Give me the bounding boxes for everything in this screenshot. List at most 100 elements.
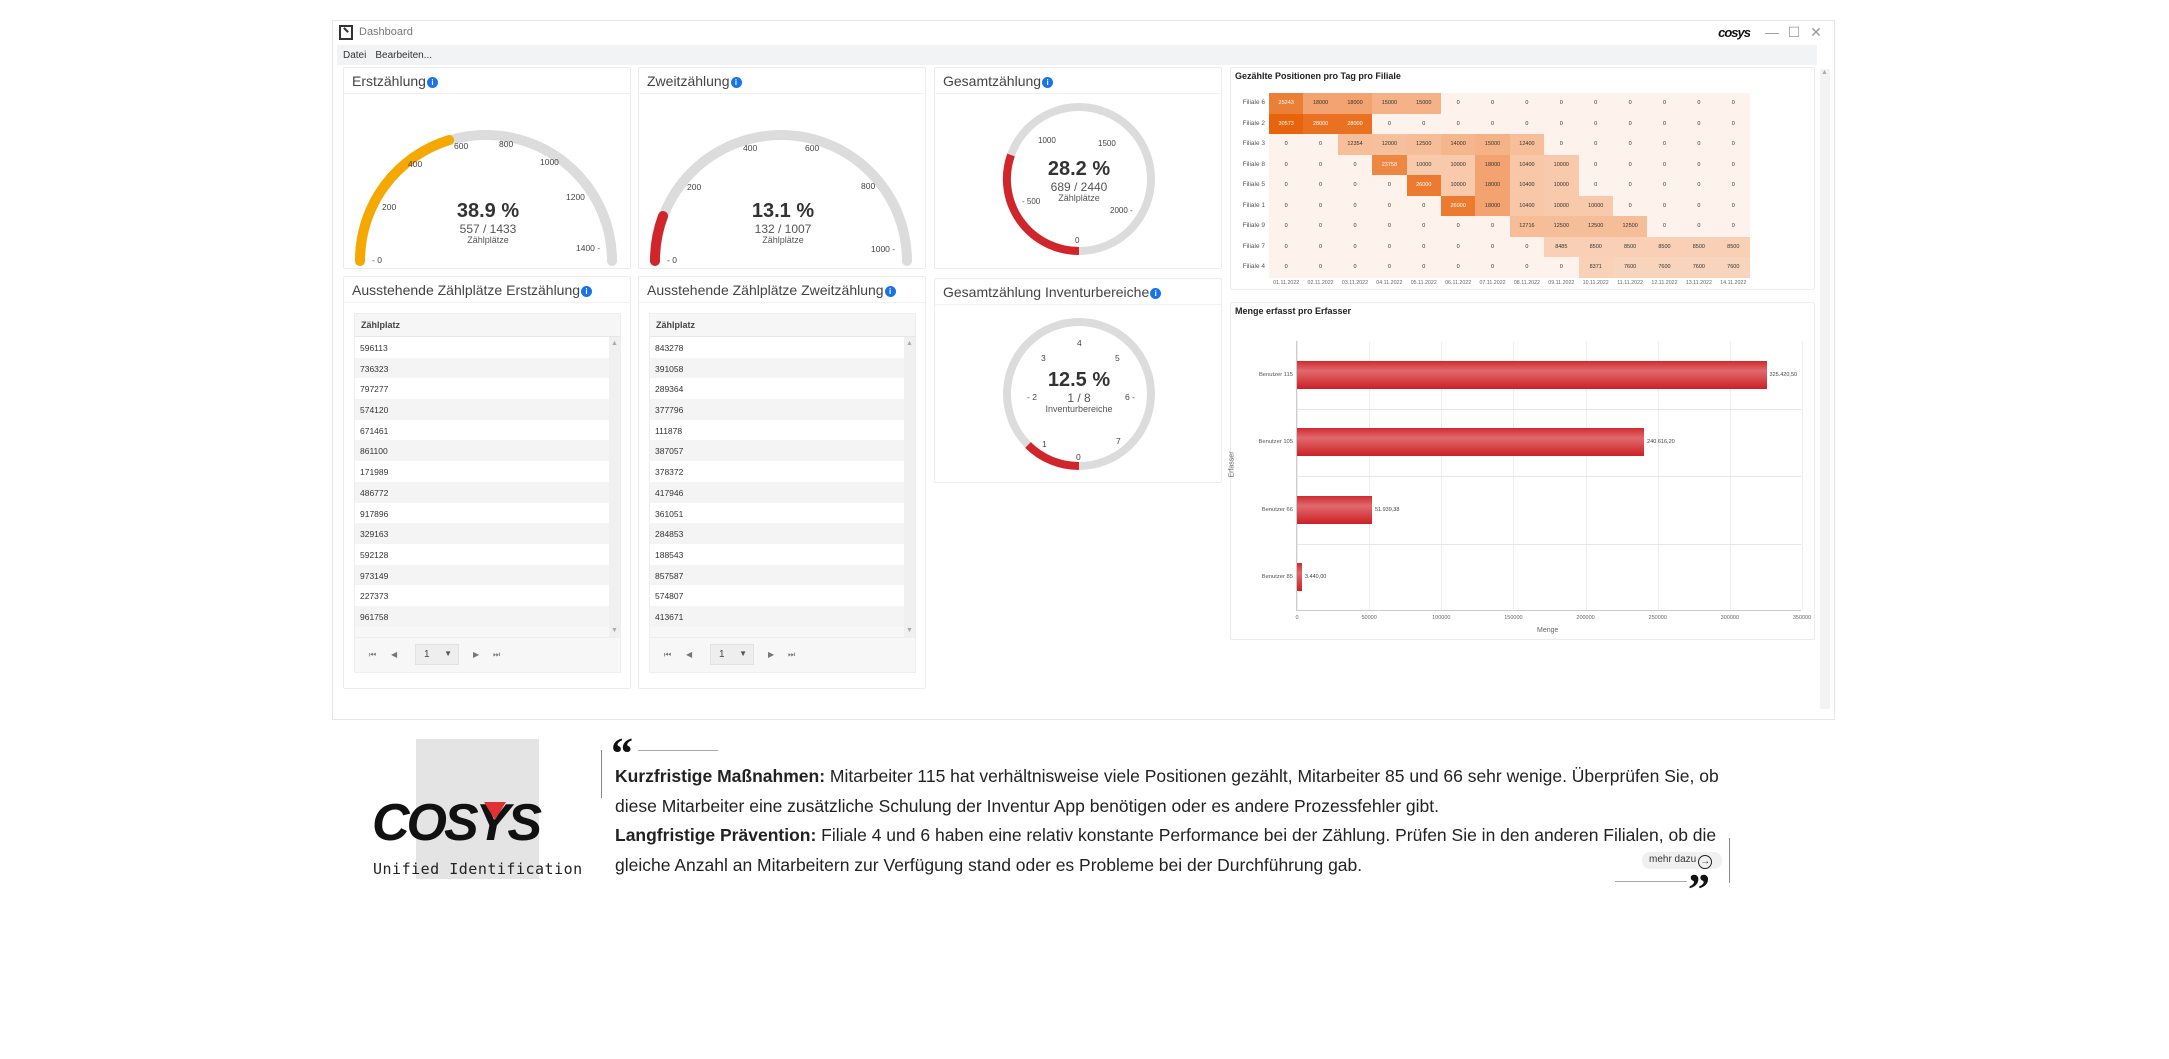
heatmap-cell[interactable]: 0 bbox=[1475, 216, 1510, 237]
heatmap-cell[interactable]: 0 bbox=[1612, 134, 1648, 155]
heatmap-cell[interactable]: 0 bbox=[1475, 93, 1510, 114]
table-row[interactable]: 843278 bbox=[650, 337, 906, 358]
table-row[interactable]: 377796 bbox=[650, 399, 906, 420]
info-icon[interactable]: i bbox=[1042, 77, 1054, 88]
heatmap-cell[interactable]: 0 bbox=[1647, 175, 1682, 196]
heatmap-cell[interactable]: 15000 bbox=[1475, 134, 1510, 155]
heatmap-cell[interactable]: 0 bbox=[1509, 93, 1545, 114]
table-row[interactable]: 596113 bbox=[355, 337, 611, 358]
heatmap-cell[interactable]: 10000 bbox=[1440, 154, 1476, 175]
bar[interactable] bbox=[1297, 360, 1767, 389]
table-row[interactable]: 391058 bbox=[650, 357, 906, 379]
heatmap-cell[interactable]: 0 bbox=[1612, 113, 1648, 134]
heatmap-cell[interactable]: 0 bbox=[1372, 236, 1407, 257]
heatmap-cell[interactable]: 0 bbox=[1578, 175, 1613, 196]
table-scrollbar[interactable]: ▲ ▼ bbox=[904, 337, 915, 637]
heatmap-cell[interactable]: 12500 bbox=[1406, 134, 1441, 155]
heatmap-cell[interactable]: 0 bbox=[1372, 216, 1407, 237]
heatmap-cell[interactable]: 26000 bbox=[1406, 175, 1441, 196]
heatmap-cell[interactable]: 8500 bbox=[1647, 236, 1682, 257]
heatmap-cell[interactable]: 0 bbox=[1544, 93, 1579, 114]
table-row[interactable]: 361051 bbox=[650, 502, 906, 524]
bar[interactable] bbox=[1297, 495, 1372, 524]
bar[interactable] bbox=[1297, 563, 1302, 592]
heatmap-cell[interactable]: 7600 bbox=[1681, 257, 1717, 278]
heatmap-cell[interactable]: 8500 bbox=[1716, 236, 1751, 257]
heatmap-cell[interactable]: 7600 bbox=[1647, 257, 1682, 278]
table-row[interactable]: 961758 bbox=[355, 605, 611, 627]
heatmap-cell[interactable]: 0 bbox=[1337, 195, 1373, 216]
heatmap-cell[interactable]: 0 bbox=[1269, 175, 1304, 196]
info-icon[interactable]: i bbox=[426, 77, 438, 88]
heatmap-cell[interactable]: 0 bbox=[1681, 175, 1717, 196]
table-row[interactable]: 284853 bbox=[650, 523, 906, 544]
heatmap-cell[interactable]: 0 bbox=[1681, 113, 1717, 134]
heatmap-cell[interactable]: 0 bbox=[1578, 113, 1613, 134]
table-row[interactable]: 171989 bbox=[355, 461, 611, 482]
heatmap-cell[interactable]: 0 bbox=[1647, 93, 1682, 114]
page-select[interactable]: 1 ▼ bbox=[710, 644, 754, 665]
heatmap-cell[interactable]: 0 bbox=[1303, 257, 1338, 278]
heatmap-cell[interactable]: 0 bbox=[1303, 134, 1338, 155]
heatmap-cell[interactable]: 12400 bbox=[1509, 134, 1545, 155]
heatmap-cell[interactable]: 0 bbox=[1406, 216, 1441, 237]
heatmap-cell[interactable]: 0 bbox=[1440, 216, 1476, 237]
heatmap-cell[interactable]: 0 bbox=[1337, 236, 1373, 257]
heatmap-cell[interactable]: 0 bbox=[1578, 154, 1613, 175]
prev-page-icon[interactable]: ◀ bbox=[391, 650, 398, 659]
column-header[interactable]: Zählplatz bbox=[650, 314, 915, 337]
heatmap-cell[interactable]: 7600 bbox=[1716, 257, 1751, 278]
table-row[interactable]: 574120 bbox=[355, 399, 611, 420]
heatmap-cell[interactable]: 0 bbox=[1406, 195, 1441, 216]
heatmap-cell[interactable]: 8371 bbox=[1578, 257, 1613, 278]
heatmap-cell[interactable]: 0 bbox=[1372, 257, 1407, 278]
heatmap-cell[interactable]: 0 bbox=[1269, 134, 1304, 155]
heatmap-cell[interactable]: 0 bbox=[1578, 93, 1613, 114]
heatmap-cell[interactable]: 0 bbox=[1337, 175, 1373, 196]
heatmap-cell[interactable]: 0 bbox=[1372, 175, 1407, 196]
heatmap-cell[interactable]: 10000 bbox=[1440, 175, 1476, 196]
heatmap-cell[interactable]: 0 bbox=[1269, 154, 1304, 175]
heatmap-cell[interactable]: 12354 bbox=[1337, 134, 1373, 155]
heatmap-cell[interactable]: 0 bbox=[1612, 154, 1648, 175]
heatmap-cell[interactable]: 7600 bbox=[1612, 257, 1648, 278]
info-icon[interactable]: i bbox=[581, 286, 593, 297]
heatmap-cell[interactable]: 18000 bbox=[1303, 93, 1338, 114]
heatmap-cell[interactable]: 0 bbox=[1544, 134, 1579, 155]
heatmap-cell[interactable]: 15000 bbox=[1406, 93, 1441, 114]
heatmap-cell[interactable]: 0 bbox=[1612, 195, 1648, 216]
heatmap-cell[interactable]: 0 bbox=[1681, 195, 1717, 216]
heatmap-cell[interactable]: 0 bbox=[1440, 257, 1476, 278]
heatmap-cell[interactable]: 10000 bbox=[1544, 175, 1579, 196]
heatmap-cell[interactable]: 0 bbox=[1337, 257, 1373, 278]
heatmap-cell[interactable]: 10000 bbox=[1544, 154, 1579, 175]
heatmap-cell[interactable]: 0 bbox=[1440, 236, 1476, 257]
heatmap-cell[interactable]: 0 bbox=[1269, 195, 1304, 216]
heatmap-cell[interactable]: 10400 bbox=[1509, 175, 1545, 196]
heatmap-cell[interactable]: 0 bbox=[1406, 257, 1441, 278]
heatmap-cell[interactable]: 30573 bbox=[1269, 113, 1304, 134]
prev-page-icon[interactable]: ◀ bbox=[686, 650, 693, 659]
info-icon[interactable]: i bbox=[1150, 288, 1162, 299]
heatmap-cell[interactable]: 12500 bbox=[1612, 216, 1648, 237]
table-row[interactable]: 797277 bbox=[355, 378, 611, 400]
table-row[interactable]: 486772 bbox=[355, 481, 611, 503]
table-row[interactable]: 329163 bbox=[355, 523, 611, 544]
first-page-icon[interactable]: ⏮ bbox=[664, 650, 672, 659]
maximize-icon[interactable]: ☐ bbox=[1787, 24, 1801, 40]
heatmap-cell[interactable]: 0 bbox=[1612, 93, 1648, 114]
menu-datei[interactable]: Datei bbox=[343, 50, 367, 61]
heatmap-cell[interactable]: 0 bbox=[1269, 216, 1304, 237]
heatmap-cell[interactable]: 14000 bbox=[1440, 134, 1476, 155]
table-row[interactable]: 289364 bbox=[650, 378, 906, 400]
heatmap-cell[interactable]: 8500 bbox=[1681, 236, 1717, 257]
heatmap-cell[interactable]: 25243 bbox=[1269, 93, 1304, 114]
heatmap-cell[interactable]: 0 bbox=[1269, 236, 1304, 257]
heatmap-cell[interactable]: 28000 bbox=[1303, 113, 1338, 134]
heatmap-cell[interactable]: 0 bbox=[1716, 175, 1751, 196]
heatmap-cell[interactable]: 23758 bbox=[1372, 154, 1407, 175]
table-row[interactable]: 592128 bbox=[355, 543, 611, 565]
table-row[interactable]: 973149 bbox=[355, 564, 611, 586]
heatmap-cell[interactable]: 18000 bbox=[1337, 93, 1373, 114]
heatmap-cell[interactable]: 8485 bbox=[1544, 236, 1579, 257]
